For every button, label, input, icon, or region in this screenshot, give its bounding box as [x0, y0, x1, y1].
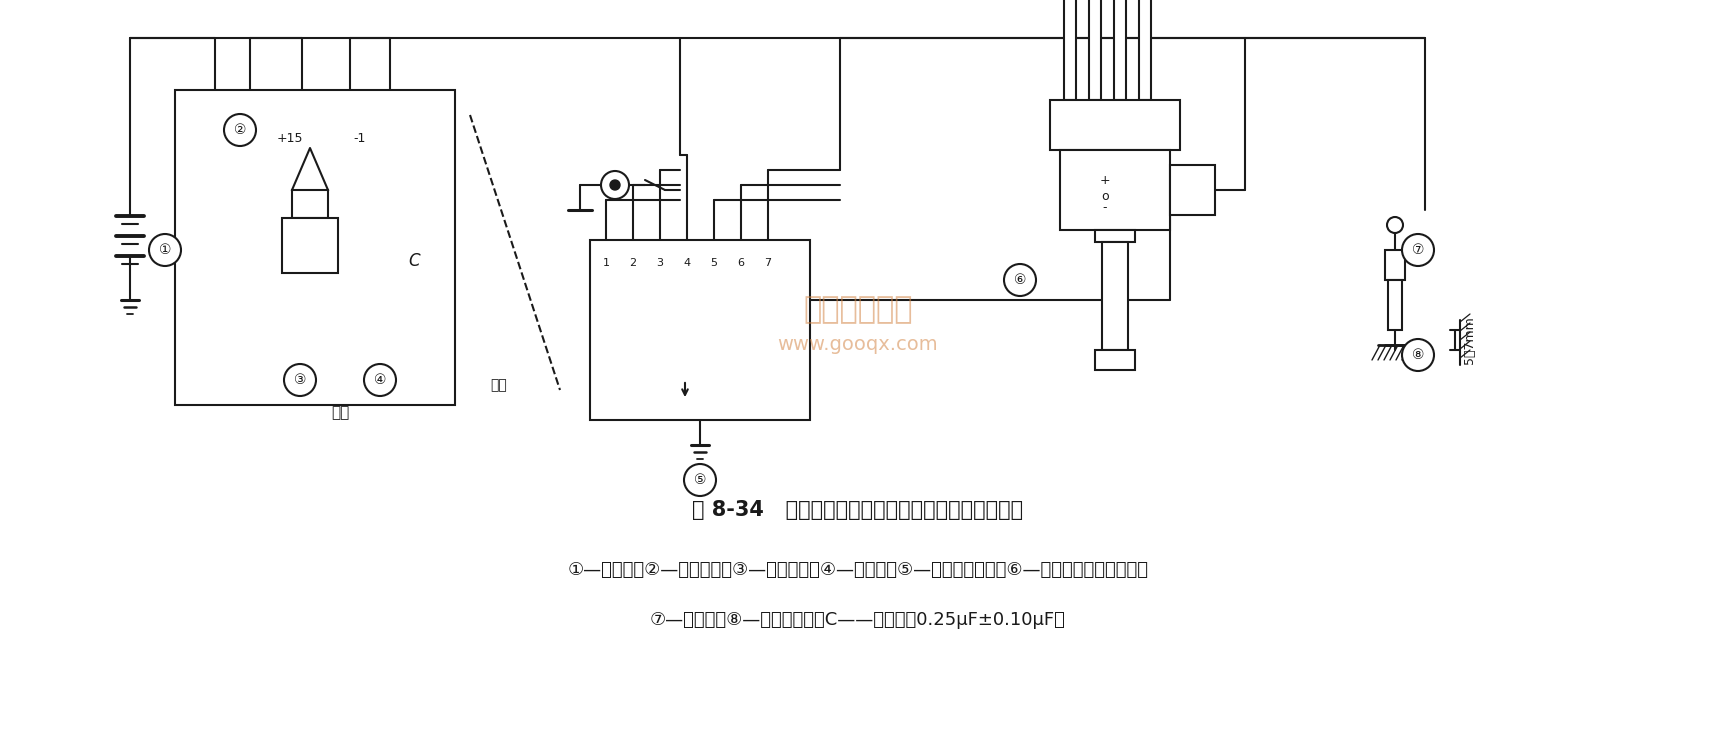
Text: ⑧: ⑧: [1412, 348, 1424, 362]
Bar: [1050, 100, 1181, 150]
Text: ①: ①: [160, 243, 172, 257]
Circle shape: [1004, 264, 1036, 296]
Text: 1: 1: [602, 258, 609, 268]
Bar: [1139, 0, 1151, 100]
Text: 3: 3: [657, 258, 664, 268]
Text: ⑤: ⑤: [693, 473, 707, 487]
Circle shape: [1402, 234, 1435, 266]
Bar: [292, 190, 328, 218]
Bar: [175, 90, 455, 405]
Circle shape: [364, 364, 396, 396]
Circle shape: [149, 234, 180, 266]
Text: 精通维修下载: 精通维修下载: [803, 296, 913, 324]
Text: 7: 7: [764, 258, 772, 268]
Text: 搭铁: 搭铁: [331, 405, 348, 420]
Text: -1: -1: [353, 132, 366, 145]
Text: 5～7mm: 5～7mm: [1464, 316, 1476, 364]
Bar: [1102, 242, 1127, 350]
Text: +15: +15: [276, 132, 304, 145]
Text: C: C: [408, 252, 420, 270]
Text: ②: ②: [233, 123, 247, 137]
Circle shape: [609, 180, 619, 190]
Text: ⑦: ⑦: [1412, 243, 1424, 257]
Circle shape: [225, 114, 256, 146]
Text: ①—蓄电池；②—点火开关；③—点火线圈；④—跨接线；⑤—电子控制组件；⑥—内装传感器的分电器；: ①—蓄电池；②—点火开关；③—点火线圈；④—跨接线；⑤—电子控制组件；⑥—内装传…: [568, 561, 1148, 579]
Bar: [590, 240, 810, 420]
Text: ④: ④: [374, 373, 386, 387]
Text: +: +: [1100, 173, 1110, 186]
Bar: [1114, 0, 1126, 100]
Circle shape: [601, 171, 630, 199]
Circle shape: [285, 364, 316, 396]
Text: 5: 5: [710, 258, 717, 268]
Bar: [1170, 165, 1215, 215]
Bar: [1385, 250, 1405, 280]
Text: o: o: [1102, 189, 1109, 203]
Text: 2: 2: [630, 258, 637, 268]
Bar: [1095, 230, 1134, 242]
Text: 断开: 断开: [491, 378, 506, 392]
Text: -: -: [1103, 202, 1107, 214]
Bar: [1060, 150, 1170, 230]
Circle shape: [1387, 217, 1404, 233]
Text: ⑦—火花塞；⑧—发动机缸体；C——次电容（0.25μF±0.10μF）: ⑦—火花塞；⑧—发动机缸体；C——次电容（0.25μF±0.10μF）: [650, 611, 1066, 629]
Bar: [1090, 0, 1102, 100]
Bar: [1064, 0, 1076, 100]
Text: 6: 6: [738, 258, 745, 268]
Text: ⑥: ⑥: [1014, 273, 1026, 287]
Text: www.gooqx.com: www.gooqx.com: [777, 335, 939, 355]
Bar: [281, 218, 338, 273]
Bar: [1388, 280, 1402, 330]
Text: 图 8-34   诊断点火系统电源及点火线圈跳火能力方法: 图 8-34 诊断点火系统电源及点火线圈跳火能力方法: [693, 500, 1023, 520]
Text: 4: 4: [683, 258, 690, 268]
Circle shape: [685, 464, 716, 496]
Bar: [1095, 350, 1134, 370]
Text: ③: ③: [293, 373, 305, 387]
Circle shape: [1402, 339, 1435, 371]
